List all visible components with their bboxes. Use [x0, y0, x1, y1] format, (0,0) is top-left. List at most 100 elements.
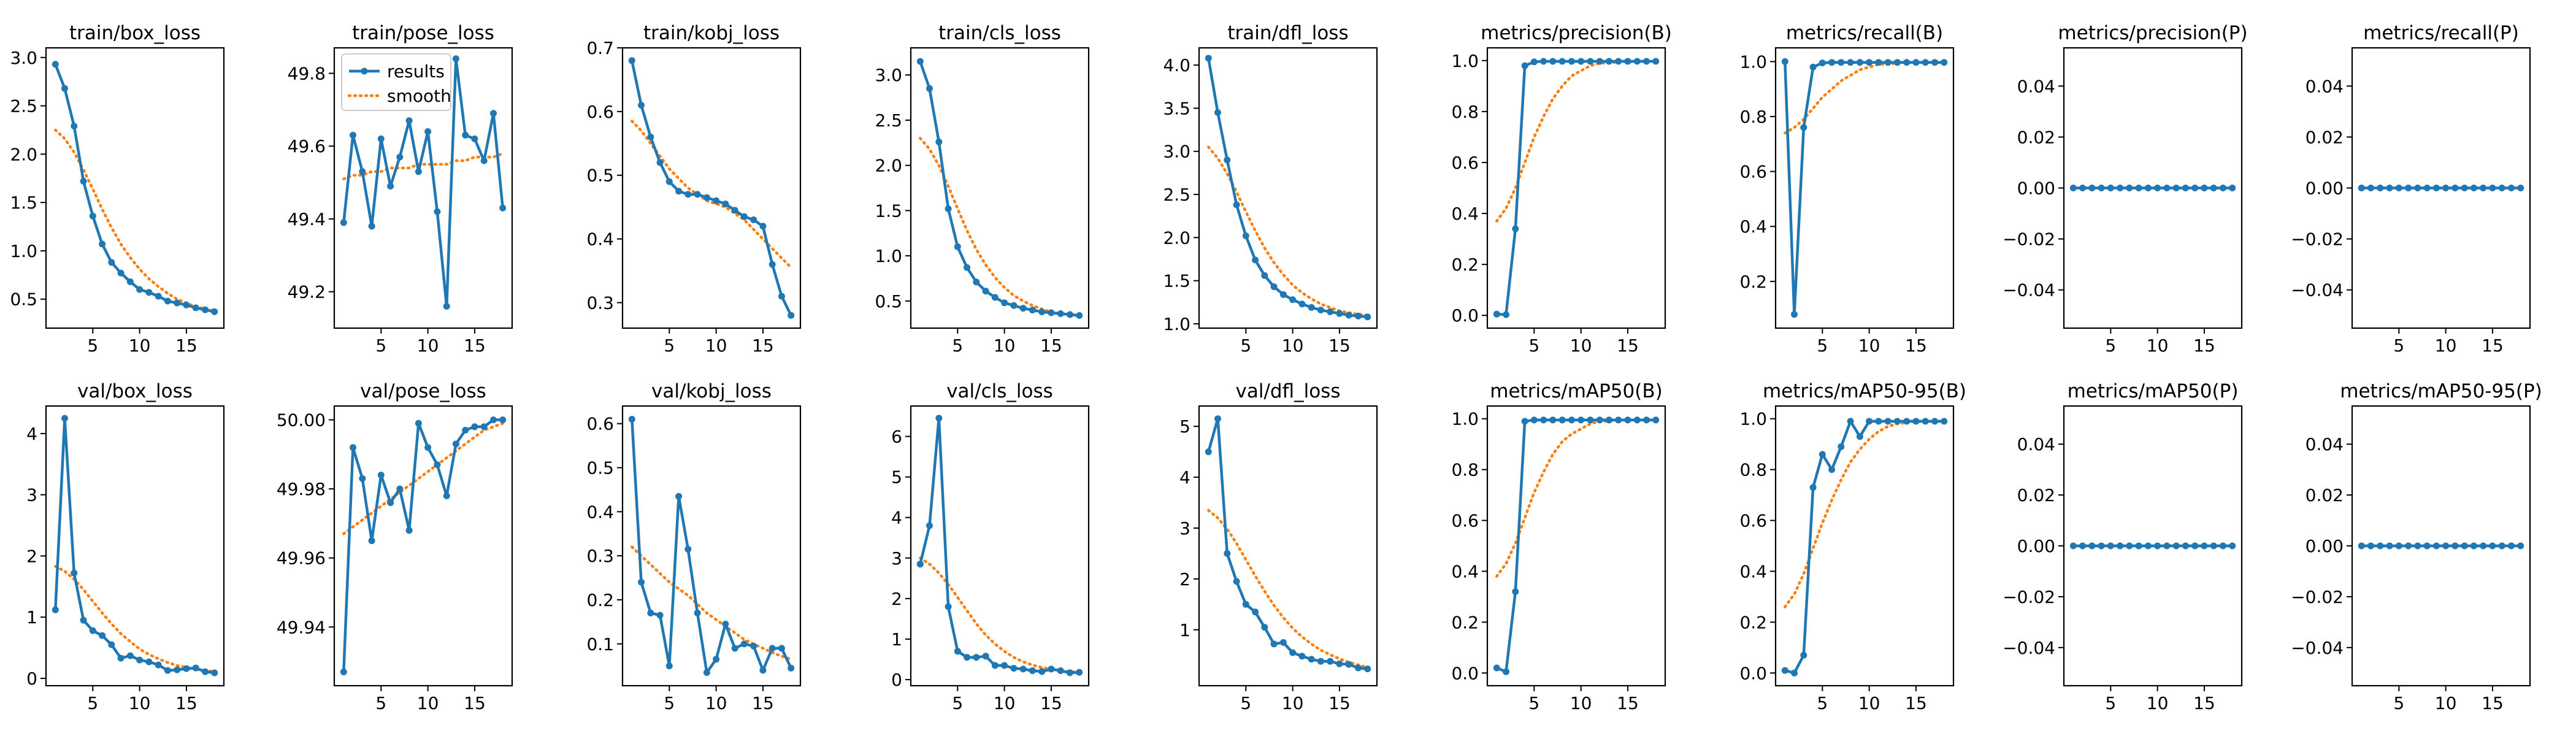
y-tick-label: 0.8 — [1451, 460, 1479, 480]
results-data-point — [2144, 542, 2152, 550]
y-tick-label: 0.2 — [1739, 272, 1767, 292]
chart-title: metrics/precision(P) — [2058, 22, 2247, 44]
results-data-point — [1791, 311, 1798, 318]
results-data-point — [1010, 665, 1018, 672]
results-data-point — [2126, 542, 2133, 550]
chart-panel-11: val/pose_loss 5 10 15 49.94 49.96 49.98 50.00 — [277, 380, 513, 713]
results-series-line — [1497, 59, 1656, 316]
chart-title: val/cls_loss — [946, 380, 1053, 402]
results-data-point — [145, 289, 153, 296]
results-data-point — [1345, 661, 1352, 668]
results-data-point — [2367, 185, 2374, 191]
y-tick-label: 0.4 — [1739, 217, 1767, 237]
results-data-point — [1364, 313, 1371, 321]
x-tick-label: 5 — [2105, 335, 2116, 356]
results-data-point — [2358, 542, 2365, 550]
results-data-point — [490, 110, 497, 117]
x-tick-label: 10 — [1282, 335, 1304, 356]
results-data-point — [405, 527, 413, 534]
results-data-point — [1512, 225, 1519, 232]
y-tick-label: 0.00 — [2017, 178, 2055, 199]
results-data-point — [1941, 418, 1948, 425]
results-data-point — [1624, 416, 1631, 424]
results-data-point — [52, 606, 59, 613]
y-tick-label: 3 — [26, 485, 37, 505]
chart-panel-16: metrics/mAP50-95(B) 5 10 15 0.0 0.2 0.4 0.6 0.8 1… — [1739, 380, 1966, 713]
x-tick-label: 5 — [375, 335, 386, 356]
x-tick-label: 15 — [1040, 335, 1062, 356]
chart-title: val/kobj_loss — [651, 380, 772, 402]
x-tick-label: 15 — [1905, 335, 1927, 356]
x-tick-label: 15 — [1905, 693, 1927, 713]
chart-title: train/cls_loss — [938, 22, 1061, 44]
plot-frame — [1486, 405, 1666, 687]
x-tick-label: 5 — [87, 693, 98, 713]
results-data-point — [1327, 308, 1334, 315]
y-tick-label: 0.6 — [1739, 511, 1767, 531]
results-data-point — [1809, 63, 1817, 71]
results-data-point — [2191, 542, 2199, 550]
results-data-point — [1289, 296, 1297, 304]
results-data-point — [647, 610, 654, 616]
results-data-point — [1819, 451, 1826, 458]
x-tick-label: 15 — [2482, 693, 2504, 713]
results-data-point — [2079, 542, 2086, 550]
results-data-point — [174, 666, 181, 673]
results-data-point — [1521, 62, 1528, 69]
results-data-point — [1493, 310, 1500, 318]
results-data-point — [2088, 542, 2096, 550]
y-tick-label: 0.0 — [1451, 663, 1479, 683]
results-data-point — [2358, 185, 2365, 191]
x-tick-label: 15 — [175, 335, 197, 356]
y-tick-label: 0.6 — [1451, 153, 1479, 173]
results-data-point — [164, 667, 171, 674]
x-tick-label: 15 — [1328, 693, 1351, 713]
x-tick-label: 5 — [664, 693, 675, 713]
results-data-point — [694, 191, 701, 198]
results-data-point — [424, 128, 432, 135]
results-data-point — [1791, 669, 1798, 677]
chart-panel-13: val/cls_loss 5 10 15 0 1 2 3 4 5 6 — [891, 380, 1090, 713]
results-data-point — [1503, 668, 1509, 675]
results-data-point — [1010, 302, 1018, 309]
results-data-point — [750, 642, 757, 650]
x-tick-label: 10 — [1858, 335, 1880, 356]
results-data-point — [684, 191, 692, 198]
y-tick-label: 0.2 — [586, 590, 614, 610]
results-data-point — [713, 656, 720, 663]
results-data-point — [2107, 542, 2114, 550]
results-data-point — [638, 102, 645, 109]
x-tick-label: 15 — [2482, 335, 2504, 356]
results-series-line — [54, 63, 215, 313]
results-data-point — [359, 475, 366, 482]
plot-frame — [1774, 405, 1955, 687]
results-data-point — [2432, 185, 2440, 191]
results-data-point — [1875, 59, 1882, 66]
results-data-point — [1549, 58, 1557, 65]
results-data-point — [926, 522, 933, 529]
y-tick-label: 0.7 — [586, 38, 614, 58]
x-tick-label: 15 — [2193, 335, 2215, 356]
chart-title: metrics/mAP50(P) — [2068, 380, 2239, 402]
results-data-point — [164, 297, 171, 305]
smooth-series-line — [1207, 508, 1369, 669]
x-tick-label: 15 — [175, 693, 197, 713]
results-data-point — [1279, 291, 1287, 298]
results-series-line — [1784, 61, 1944, 316]
x-tick-label: 5 — [952, 693, 963, 713]
smooth-series-line — [1495, 418, 1657, 578]
results-data-point — [2163, 542, 2171, 550]
results-data-point — [2517, 542, 2524, 550]
results-data-point — [1205, 55, 1212, 62]
results-data-point — [1884, 59, 1892, 66]
results-data-point — [2498, 185, 2505, 191]
results-data-point — [750, 216, 757, 223]
results-data-point — [638, 578, 645, 586]
results-data-point — [703, 194, 710, 201]
results-data-point — [1941, 59, 1948, 66]
chart-title: metrics/mAP50-95(B) — [1763, 380, 1966, 402]
results-data-point — [71, 569, 78, 577]
results-data-point — [2144, 185, 2152, 191]
x-tick-label: 5 — [2393, 335, 2404, 356]
y-tick-label: 2 — [26, 546, 37, 566]
